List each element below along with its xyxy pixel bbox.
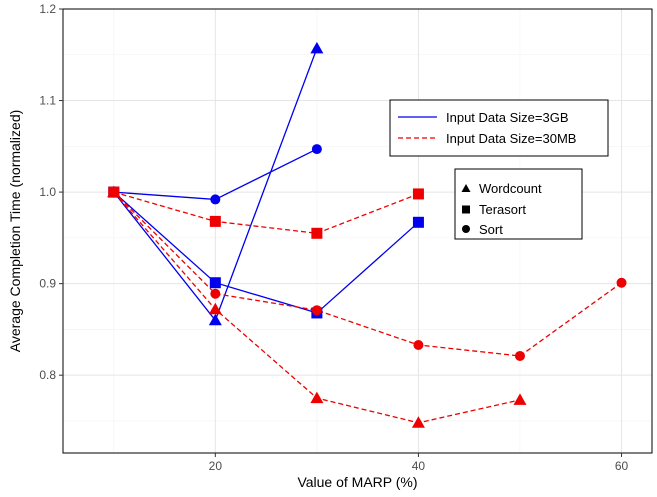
data-point-30mb-wordcount	[411, 416, 425, 428]
y-axis-title: Average Completion Time (normalized)	[7, 110, 23, 353]
x-tick-label: 20	[209, 459, 223, 473]
data-point-3gb-wordcount	[310, 41, 324, 54]
y-tick-label: 0.8	[39, 368, 56, 382]
series-line-30mb-terasort	[113, 191, 419, 234]
y-tick-label: 1.0	[39, 185, 56, 199]
data-point-3gb-terasort	[412, 216, 424, 228]
x-axis-title: Value of MARP (%)	[297, 474, 417, 490]
data-point-3gb-terasort	[209, 277, 221, 289]
axis-ticks: 20 40 60 0.8 0.9 1.0 1.1 1.2	[39, 2, 628, 473]
x-tick-label: 40	[412, 459, 426, 473]
y-tick-label: 0.9	[39, 277, 56, 291]
data-point-3gb-wordcount	[208, 313, 222, 326]
legend-workload: Wordcount Terasort Sort	[454, 168, 583, 240]
data-point-30mb-terasort	[412, 188, 424, 200]
legend-box	[454, 168, 583, 240]
plot-frame	[62, 8, 653, 454]
x-tick-label: 60	[615, 459, 629, 473]
data-point-30mb-terasort	[209, 215, 221, 227]
data-point-30mb-wordcount	[310, 391, 324, 404]
legend-label-sort: Sort	[479, 222, 503, 237]
legend-label-wordcount: Wordcount	[479, 181, 542, 196]
legend-input-size: Input Data Size=3GB Input Data Size=30MB	[389, 99, 609, 157]
data-point-30mb-sort	[210, 288, 221, 299]
data-point-30mb-wordcount	[208, 302, 222, 315]
data-point-30mb-sort	[514, 350, 525, 361]
series-markers	[107, 41, 627, 428]
data-point-30mb-sort	[108, 187, 119, 198]
data-point-30mb-sort	[616, 277, 627, 288]
y-tick-label: 1.2	[39, 2, 56, 16]
data-point-30mb-sort	[413, 339, 424, 350]
triangle-icon	[461, 184, 471, 192]
data-point-3gb-sort	[311, 144, 322, 155]
data-point-3gb-sort	[210, 194, 221, 205]
legend-label-30mb: Input Data Size=30MB	[446, 131, 576, 146]
legend-label-3gb: Input Data Size=3GB	[446, 110, 569, 125]
y-tick-label: 1.1	[39, 94, 56, 108]
data-point-30mb-wordcount	[513, 393, 527, 405]
data-point-30mb-terasort	[311, 227, 323, 239]
square-icon	[462, 205, 470, 214]
legend-box	[389, 99, 609, 157]
data-point-30mb-sort	[311, 305, 322, 316]
circle-icon	[462, 225, 470, 233]
series-line-30mb-sort	[113, 191, 622, 357]
legend-label-terasort: Terasort	[479, 202, 526, 217]
series-line-3gb-terasort	[113, 191, 419, 314]
